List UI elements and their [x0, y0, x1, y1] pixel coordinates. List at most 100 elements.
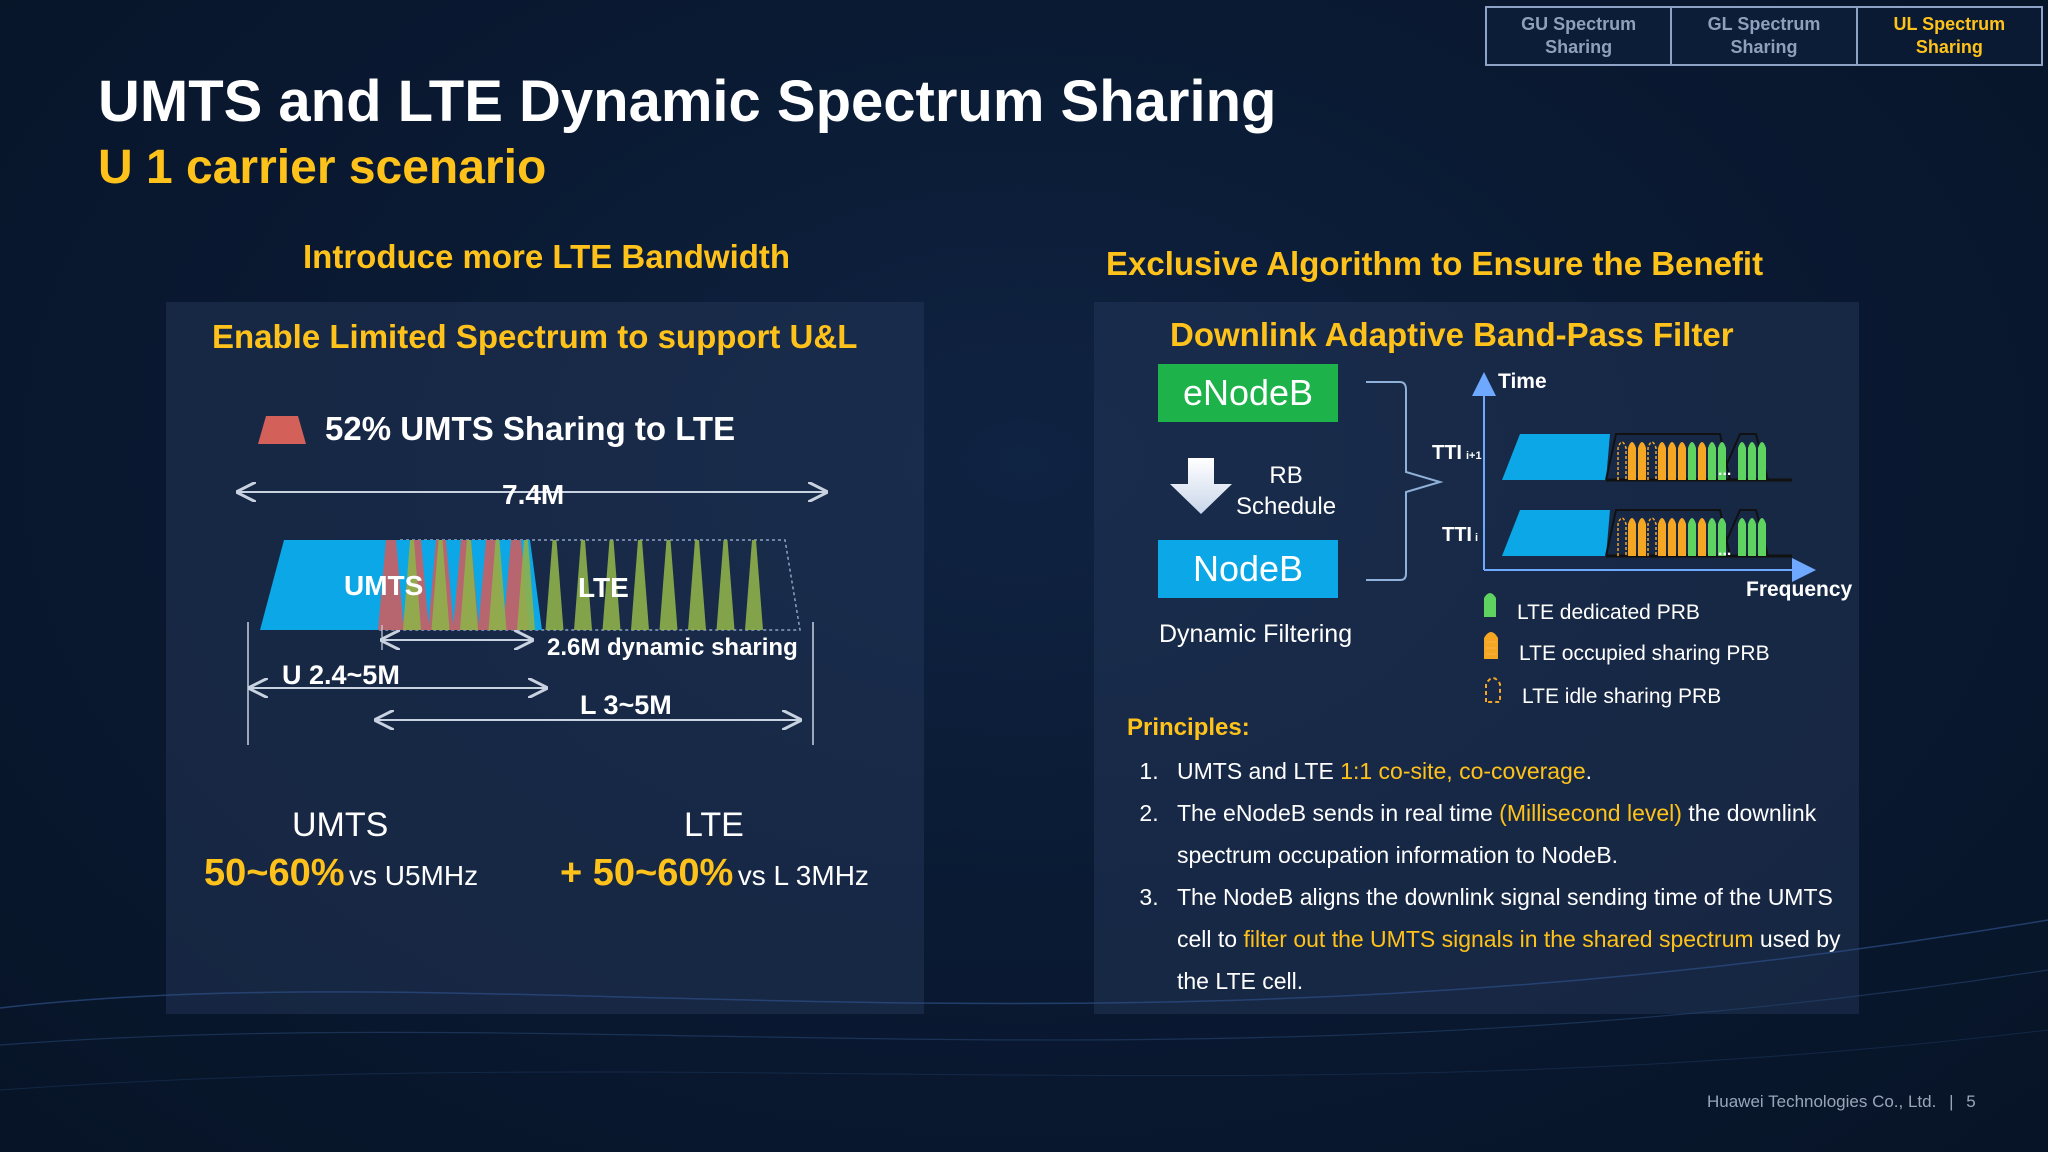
enodeb-box: eNodeB: [1158, 364, 1338, 422]
umts-signal-block: [1502, 434, 1610, 480]
total-bandwidth-label: 7.4M: [502, 479, 565, 510]
lte-green-spike: [460, 540, 478, 630]
umts-result-name: UMTS: [292, 806, 389, 844]
umts-band-label: UMTS: [344, 570, 424, 601]
lte-idle-prb: [1617, 517, 1627, 556]
lte-dedicated-prb: [1748, 442, 1756, 480]
lte-band-label: LTE: [578, 572, 629, 603]
principles-section: Principles: UMTS and LTE 1:1 co-site, co…: [1127, 714, 1867, 1002]
lte-occupied-prb: [1698, 518, 1706, 556]
lte-result: + 50~60% vs L 3MHz: [560, 852, 869, 895]
umts-result-comparison: vs U5MHz: [348, 860, 479, 891]
lte-dedicated-prb: [1748, 518, 1756, 556]
principle-item: The eNodeB sends in real time (Milliseco…: [1165, 792, 1867, 876]
lte-green-spike: [431, 540, 450, 630]
umts-result: 50~60% vs U5MHz: [204, 852, 478, 895]
lte-occupied-prb: [1668, 442, 1676, 480]
tab-gl-spectrum-sharing[interactable]: GL Spectrum Sharing: [1672, 8, 1858, 64]
lte-occupied-prb: [1658, 518, 1666, 556]
lte-occupied-prb: [1698, 442, 1706, 480]
lte-occupied-prb: [1658, 442, 1666, 480]
lte-range-label: L 3~5M: [580, 690, 672, 720]
lte-idle-prb: [1617, 441, 1627, 480]
lte-green-spike: [403, 540, 421, 630]
row1-ellipsis: ...: [1718, 462, 1732, 479]
lte-dedicated-prb: [1758, 518, 1766, 556]
footer: Huawei Technologies Co., Ltd. | 5: [1707, 1092, 1976, 1111]
lte-green-spike: [716, 540, 735, 630]
tti-next-text: TTI: [1432, 442, 1462, 464]
lte-occupied-prb: [1628, 442, 1636, 480]
spectrum-sharing-diagram: [230, 470, 850, 745]
lte-result-name: LTE: [684, 806, 744, 844]
tab-ul-spectrum-sharing[interactable]: UL Spectrum Sharing: [1857, 8, 2041, 64]
down-arrow-icon: [1170, 458, 1232, 514]
tti-prb-chart: [1472, 372, 1816, 582]
lte-occupied-prb: [1628, 518, 1636, 556]
lte-dedicated-prb: [1758, 442, 1766, 480]
lte-dedicated-prb: [1738, 442, 1746, 480]
tab-gu-spectrum-sharing[interactable]: GU Spectrum Sharing: [1487, 8, 1673, 64]
axis-frequency-label: Frequency: [1746, 578, 1853, 601]
tti-next-label: TTI i+1: [1432, 442, 1482, 465]
principle-item: The NodeB aligns the downlink signal sen…: [1165, 876, 1867, 1002]
lte-green-spike: [602, 540, 621, 630]
principles-list: UMTS and LTE 1:1 co-site, co-coverage. T…: [1127, 750, 1867, 1002]
lte-dedicated-prb-icon: [1484, 593, 1496, 617]
lte-occupied-sharing-prb-icon: [1484, 632, 1498, 659]
lte-dedicated-prb: [1708, 442, 1716, 480]
principle-item: UMTS and LTE 1:1 co-site, co-coverage.: [1165, 750, 1867, 792]
legend-lte-dedicated: LTE dedicated PRB: [1517, 601, 1700, 624]
lte-occupied-prb: [1638, 442, 1646, 480]
sharing-percentage-label: 52% UMTS Sharing to LTE: [325, 410, 736, 447]
legend-lte-occupied-sharing: LTE occupied sharing PRB: [1519, 642, 1770, 665]
principles-title: Principles:: [1127, 714, 1250, 741]
lte-result-value: + 50~60%: [560, 852, 734, 894]
umts-signal-block: [1502, 510, 1610, 556]
lte-result-comparison: vs L 3MHz: [737, 860, 869, 891]
axis-time-label: Time: [1498, 370, 1547, 393]
lte-green-spike: [659, 540, 678, 630]
lte-idle-prb: [1647, 517, 1657, 556]
right-panel-title: Downlink Adaptive Band-Pass Filter: [1170, 316, 1734, 353]
tti-current-label: TTI i: [1442, 524, 1478, 547]
tti-current-text: TTI: [1442, 524, 1472, 546]
left-panel-title: Enable Limited Spectrum to support U&L: [212, 318, 858, 355]
left-section-heading: Introduce more LTE Bandwidth: [303, 238, 791, 275]
lte-dedicated-prb: [1708, 518, 1716, 556]
dynamic-sharing-label: 2.6M dynamic sharing: [547, 634, 798, 661]
lte-idle-prb: [1647, 441, 1657, 480]
lte-occupied-prb: [1678, 518, 1686, 556]
scenario-tabs: GU Spectrum Sharing GL Spectrum Sharing …: [1485, 6, 2043, 66]
umts-range-label: U 2.4~5M: [282, 660, 400, 690]
lte-occupied-prb: [1668, 518, 1676, 556]
bracket-connector: [1366, 381, 1444, 581]
umts-result-value: 50~60%: [204, 852, 345, 894]
lte-dedicated-prb: [1688, 518, 1696, 556]
nodeb-box: NodeB: [1158, 540, 1338, 598]
sharing-trapezoid-icon: [258, 416, 306, 444]
page-subtitle: U 1 carrier scenario: [98, 141, 547, 194]
tti-current-subscript: i: [1475, 532, 1479, 544]
lte-green-spike: [574, 540, 592, 630]
lte-green-spike: [545, 540, 564, 630]
row2-ellipsis: ...: [1718, 542, 1732, 559]
lte-dedicated-prb: [1738, 518, 1746, 556]
lte-green-spike: [745, 540, 763, 630]
legend-lte-idle-sharing: LTE idle sharing PRB: [1522, 685, 1722, 708]
lte-green-spike: [688, 540, 706, 630]
background-wave-decoration: [0, 919, 2048, 1091]
right-section-heading: Exclusive Algorithm to Ensure the Benefi…: [1106, 245, 1764, 282]
shared-red-stripe: [378, 540, 404, 630]
lte-idle-sharing-prb-icon: [1485, 677, 1501, 703]
lte-dedicated-prb: [1688, 442, 1696, 480]
lte-occupied-prb: [1678, 442, 1686, 480]
footer-company: Huawei Technologies Co., Ltd.: [1707, 1092, 1937, 1111]
footer-page-number: 5: [1966, 1092, 1976, 1111]
lte-occupied-prb: [1638, 518, 1646, 556]
page-title: UMTS and LTE Dynamic Spectrum Sharing: [98, 69, 1277, 134]
rb-schedule-label: RB Schedule: [1236, 462, 1337, 520]
lte-green-spike: [488, 540, 507, 630]
lte-dedicated-prb: [1718, 442, 1726, 480]
lte-green-spike: [631, 540, 649, 630]
